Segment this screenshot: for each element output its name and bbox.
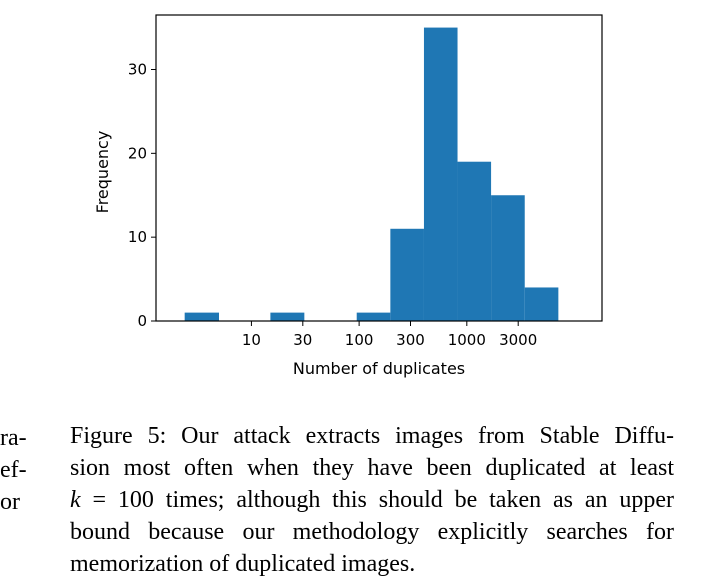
y-tick-label-3: 20 — [128, 144, 147, 162]
caption-line-3: k = 100 times; although this should be t… — [70, 484, 674, 516]
y-axis-label: Frequency — [93, 131, 112, 214]
caption-line-3-text: = 100 times; although this should be tak… — [80, 487, 674, 513]
x-tick-label-3: 100 — [345, 331, 374, 349]
caption-math-variable: k — [70, 487, 81, 513]
x-tick-label-5: 1000 — [448, 331, 486, 349]
histogram-bar-1 — [184, 312, 220, 321]
x-tick-label-6: 3000 — [499, 331, 537, 349]
histogram-bar-8 — [524, 287, 559, 321]
y-tick-label-2: 10 — [128, 228, 147, 246]
x-axis-label: Number of duplicates — [293, 359, 465, 378]
y-tick-label-4: 30 — [128, 60, 147, 78]
histogram-bar-4 — [390, 228, 424, 321]
histogram-chart: 10 30 100 300 1000 3000 0 10 20 30 Number of dupli… — [93, 14, 603, 378]
histogram-bar-2 — [270, 312, 305, 321]
histogram-bar-7 — [491, 195, 525, 321]
x-tick-label-2: 30 — [293, 331, 312, 349]
histogram-bar-6 — [457, 161, 492, 321]
y-tick-label-1: 0 — [137, 312, 147, 330]
caption-line-5: memorization of duplicated images. — [70, 551, 416, 577]
figure-caption: Figure 5: Our attack extracts images fro… — [70, 420, 674, 580]
caption-line-2: sion most often when they have been dupl… — [70, 455, 674, 481]
x-tick-label-1: 10 — [242, 331, 261, 349]
histogram-figure: 10 30 100 300 1000 3000 0 10 20 30 Number of dupli… — [93, 14, 603, 378]
margin-text-fragment-2: ef- — [0, 457, 27, 483]
caption-line-1: Figure 5: Our attack extracts images fro… — [70, 423, 674, 449]
histogram-bar-3 — [356, 312, 391, 321]
margin-text-fragment-1: ra- — [0, 425, 27, 451]
histogram-bar-5 — [423, 27, 458, 321]
caption-line-4: bound because our methodology explicitly… — [70, 519, 674, 545]
margin-text-fragment-3: or — [0, 489, 20, 515]
plot-frame — [155, 14, 603, 322]
x-tick-label-4: 300 — [396, 331, 425, 349]
